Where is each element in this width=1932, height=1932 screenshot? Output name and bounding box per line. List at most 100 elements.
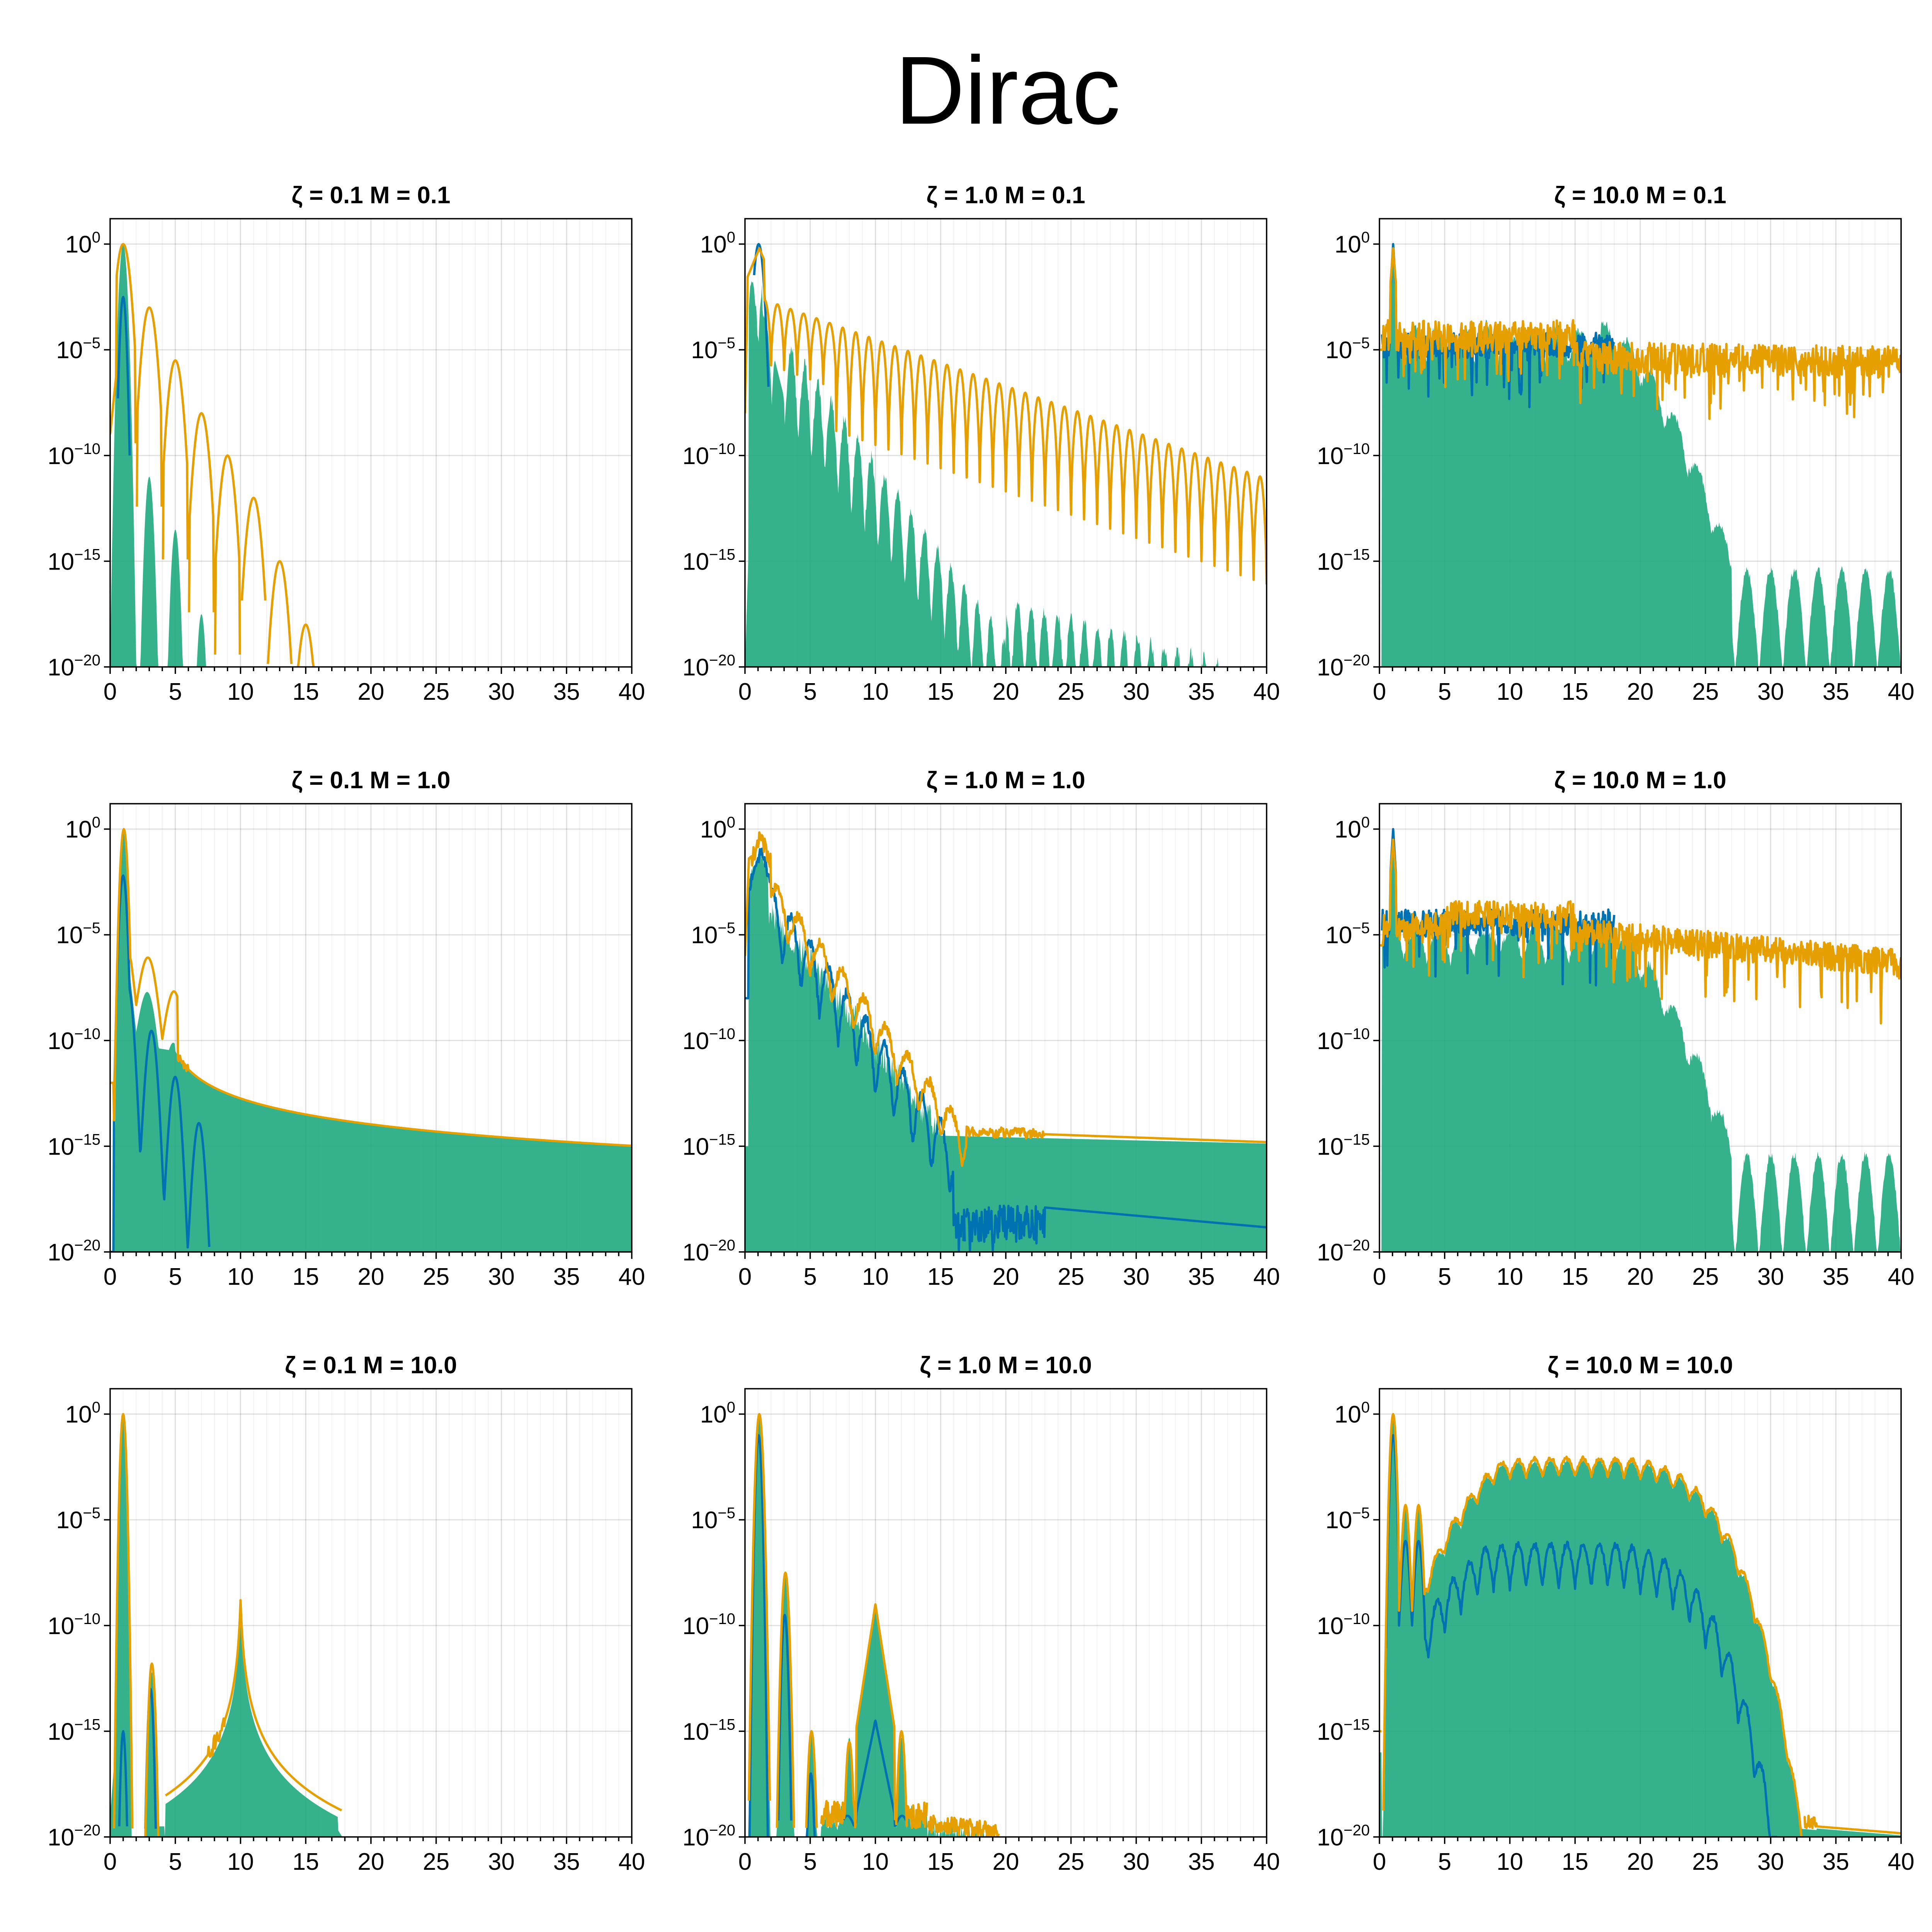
- x-tick-label: 40: [1253, 1264, 1280, 1290]
- x-tick-label: 25: [1692, 1849, 1719, 1875]
- x-tick-label: 0: [738, 1264, 752, 1290]
- x-tick-label: 25: [423, 1264, 449, 1290]
- x-tick-label: 30: [1757, 679, 1784, 705]
- x-tick-label: 35: [1188, 1849, 1215, 1875]
- panel-grid: 0 5 10 15 20 25 30 35 4010010−510−1010−1510−20ζ …: [48, 182, 1914, 1875]
- y-tick-label: 10−10: [682, 1026, 735, 1054]
- y-tick-label: 100: [700, 1399, 735, 1428]
- y-tick-label: 10−20: [1317, 1237, 1370, 1266]
- x-tick-label: 30: [1123, 679, 1150, 705]
- x-axis: 0 5 10 15 20 25 30 35 40: [104, 667, 645, 705]
- x-tick-label: 20: [1627, 679, 1654, 705]
- subplot-5: 0 5 10 15 20 25 30 35 40 100 10−5 10−10 10−15 10−20 ζ …: [682, 767, 1280, 1290]
- y-tick-label: 10−10: [682, 440, 735, 469]
- subplot-1: 0 5 10 15 20 25 30 35 40 100 10−5 10−10 10−15 10−20 ζ …: [48, 182, 645, 705]
- y-axis: 100 10−5 10−10 10−15 10−20: [682, 229, 745, 681]
- series-orange-line: [745, 247, 1267, 585]
- x-tick-label: 25: [1692, 1264, 1719, 1290]
- x-tick-label: 40: [619, 1849, 645, 1875]
- x-tick-label: 30: [488, 679, 515, 705]
- subplot-2: 0 5 10 15 20 25 30 35 40 100 10−5 10−10 10−15 10−20 ζ …: [682, 182, 1280, 705]
- series-orange-line: [110, 243, 315, 667]
- subplot-6: 0 5 10 15 20 25 30 35 40 100 10−5 10−10 10−15 10−20 ζ …: [1317, 767, 1914, 1290]
- series-blue-line: [117, 296, 131, 456]
- x-tick-label: 5: [804, 679, 817, 705]
- x-tick-label: 40: [1253, 1849, 1280, 1875]
- grid: [110, 219, 632, 667]
- y-tick-label: 10−5: [1325, 920, 1370, 949]
- x-tick-label: 15: [1562, 1264, 1588, 1290]
- x-axis: 0 5 10 15 20 25 30 35 40: [1373, 1252, 1915, 1290]
- figure-title: Dirac: [895, 36, 1120, 144]
- x-tick-label: 0: [738, 1849, 752, 1875]
- y-tick-label: 10−20: [1317, 1822, 1370, 1851]
- subplot-title: ζ = 10.0 M = 10.0: [1548, 1352, 1733, 1379]
- series-blue-line: [1384, 1434, 1778, 1837]
- x-tick-label: 5: [169, 1264, 182, 1290]
- series-orange-line: [745, 831, 1267, 1167]
- x-tick-label: 10: [227, 1264, 254, 1290]
- x-tick-label: 35: [1823, 679, 1849, 705]
- y-tick-label: 10−15: [682, 1716, 735, 1745]
- y-tick-label: 10−5: [1325, 335, 1370, 364]
- y-axis: 100 10−5 10−10 10−15 10−20: [1317, 1399, 1379, 1851]
- subplot-title: ζ = 10.0 M = 0.1: [1554, 182, 1726, 209]
- series-area: [1379, 829, 1901, 1252]
- x-axis: 0 5 10 15 20 25 30 35 40: [738, 1252, 1280, 1290]
- y-tick-label: 100: [65, 814, 100, 843]
- x-tick-label: 5: [804, 1849, 817, 1875]
- y-tick-label: 10−5: [56, 335, 100, 364]
- series-orange-line: [1379, 838, 1901, 1025]
- y-axis: 100 10−5 10−10 10−15 10−20: [48, 1399, 110, 1851]
- y-tick-label: 10−10: [682, 1611, 735, 1639]
- y-tick-label: 10−20: [48, 652, 100, 681]
- x-tick-label: 15: [293, 679, 319, 705]
- y-tick-label: 100: [1335, 814, 1370, 843]
- x-tick-label: 35: [553, 1264, 580, 1290]
- x-tick-label: 15: [927, 1264, 954, 1290]
- x-tick-label: 15: [1562, 1849, 1588, 1875]
- x-tick-label: 10: [227, 1849, 254, 1875]
- y-tick-label: 10−5: [691, 335, 735, 364]
- y-tick-label: 10−5: [1325, 1505, 1370, 1534]
- x-tick-label: 20: [358, 679, 384, 705]
- x-tick-label: 20: [358, 1264, 384, 1290]
- y-tick-label: 10−5: [56, 920, 100, 949]
- x-tick-label: 35: [1823, 1849, 1849, 1875]
- x-axis: 0 5 10 15 20 25 30 35 40: [1373, 667, 1915, 705]
- x-tick-label: 0: [1373, 679, 1386, 705]
- x-tick-label: 10: [227, 679, 254, 705]
- y-tick-label: 10−20: [48, 1822, 100, 1851]
- y-tick-label: 100: [65, 229, 100, 258]
- y-tick-label: 10−10: [48, 440, 100, 469]
- y-tick-label: 10−15: [48, 546, 100, 575]
- x-tick-label: 15: [293, 1264, 319, 1290]
- x-tick-label: 30: [488, 1849, 515, 1875]
- grid: [110, 1389, 632, 1837]
- x-tick-label: 10: [1497, 679, 1523, 705]
- x-tick-label: 15: [927, 679, 954, 705]
- x-tick-label: 30: [1123, 1849, 1150, 1875]
- x-tick-label: 5: [804, 1264, 817, 1290]
- y-tick-label: 100: [700, 814, 735, 843]
- grid: [745, 1389, 1267, 1837]
- x-tick-label: 35: [1188, 679, 1215, 705]
- x-tick-label: 10: [862, 679, 889, 705]
- y-tick-label: 10−15: [682, 546, 735, 575]
- subplot-title: ζ = 10.0 M = 1.0: [1554, 767, 1726, 794]
- y-tick-label: 10−20: [682, 1822, 735, 1851]
- x-tick-label: 25: [1692, 679, 1719, 705]
- x-axis: 0 5 10 15 20 25 30 35 40: [104, 1252, 645, 1290]
- x-tick-label: 40: [1888, 679, 1915, 705]
- y-tick-label: 100: [1335, 1399, 1370, 1428]
- y-tick-label: 10−5: [56, 1505, 100, 1534]
- series-area: [1379, 1414, 1901, 1837]
- subplot-title: ζ = 0.1 M = 0.1: [291, 182, 450, 209]
- x-tick-label: 40: [1888, 1264, 1915, 1290]
- x-axis: 0 5 10 15 20 25 30 35 40: [738, 1837, 1280, 1875]
- series-area: [110, 1414, 632, 1837]
- x-tick-label: 10: [862, 1849, 889, 1875]
- x-tick-label: 20: [1627, 1264, 1654, 1290]
- y-tick-label: 100: [1335, 229, 1370, 258]
